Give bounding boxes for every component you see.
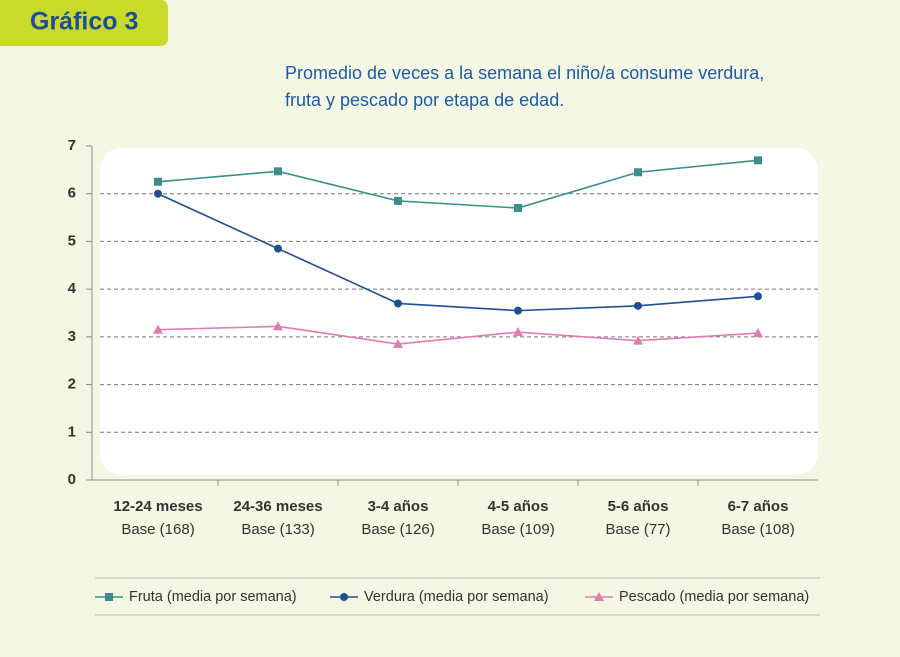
marker: [154, 177, 162, 186]
marker: [274, 167, 282, 176]
line: [157, 325, 759, 345]
y-tick-label: 3: [68, 328, 76, 345]
x-tick-label: 4-5 años: [488, 498, 549, 515]
x-tick-label: 12-24 meses: [113, 498, 202, 515]
marker: [634, 301, 642, 310]
marker: [393, 339, 403, 349]
x-tick-label: 3-4 años: [368, 498, 429, 515]
chart-title: fruta y pescado por etapa de edad.: [285, 90, 564, 110]
marker: [340, 593, 348, 601]
marker: [514, 204, 522, 213]
x-tick-sublabel: Base (108): [721, 521, 794, 538]
y-tick-label: 4: [68, 280, 77, 297]
label-tab: [0, 0, 168, 46]
marker: [394, 196, 402, 205]
marker: [634, 168, 642, 177]
marker: [513, 327, 523, 337]
legend-label: Verdura (media por semana): [364, 589, 549, 605]
marker: [754, 292, 762, 301]
x-tick-sublabel: Base (133): [241, 521, 314, 538]
marker: [594, 592, 604, 601]
marker: [754, 156, 762, 165]
y-tick-label: 6: [68, 185, 76, 202]
marker: [153, 324, 163, 334]
x-tick-label: 5-6 años: [608, 498, 669, 515]
x-tick-sublabel: Base (77): [605, 521, 670, 538]
legend-label: Pescado (media por semana): [619, 589, 809, 605]
marker: [633, 335, 643, 345]
chart-label: Gráfico 3: [30, 8, 138, 36]
x-tick-sublabel: Base (168): [121, 521, 194, 538]
y-tick-label: 7: [68, 137, 76, 154]
legend-label: Fruta (media por semana): [129, 589, 297, 605]
line: [157, 192, 759, 312]
marker: [105, 593, 113, 601]
marker: [514, 306, 522, 315]
marker: [273, 321, 283, 331]
x-tick-label: 6-7 años: [728, 498, 789, 515]
y-tick-label: 1: [68, 423, 76, 440]
y-tick-label: 2: [68, 376, 76, 393]
marker: [394, 299, 402, 308]
chart-title: Promedio de veces a la semana el niño/a …: [285, 63, 764, 83]
x-tick-label: 24-36 meses: [233, 498, 322, 515]
marker: [274, 244, 282, 253]
y-tick-label: 5: [68, 232, 76, 249]
x-tick-sublabel: Base (109): [481, 521, 554, 538]
plot-area: [100, 148, 818, 475]
x-tick-sublabel: Base (126): [361, 521, 434, 538]
marker: [753, 328, 763, 338]
y-tick-label: 0: [68, 471, 76, 488]
line: [157, 159, 759, 209]
marker: [154, 189, 162, 198]
